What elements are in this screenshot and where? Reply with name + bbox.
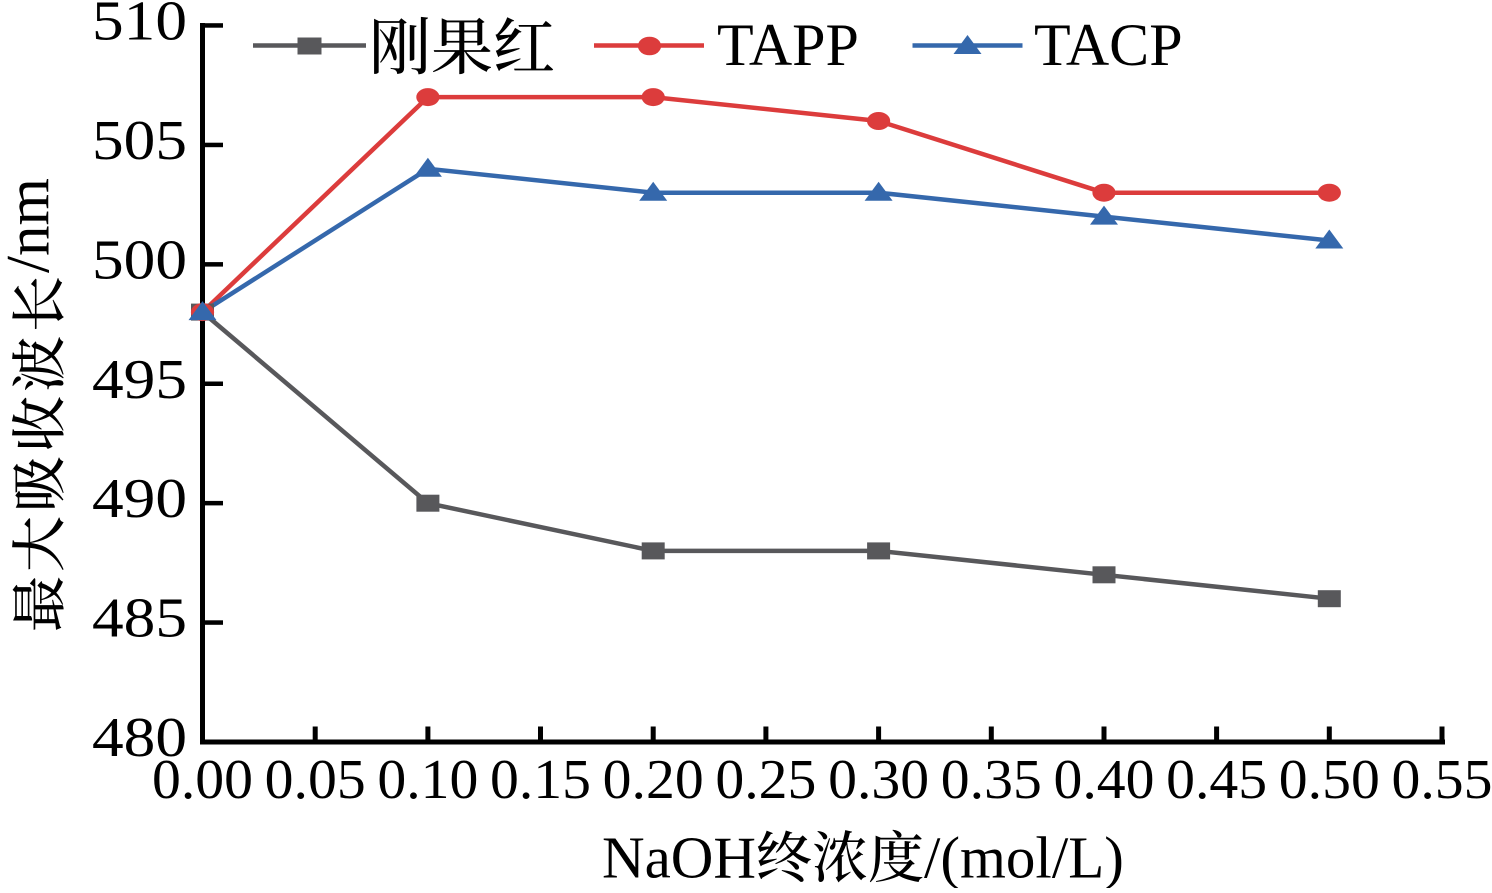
svg-text:505: 505	[92, 110, 187, 172]
svg-text:0.55: 0.55	[1392, 749, 1492, 811]
svg-text:0.25: 0.25	[715, 749, 816, 811]
svg-text:0.05: 0.05	[265, 749, 366, 811]
svg-text:0.30: 0.30	[828, 749, 929, 811]
svg-text:/nm: /nm	[0, 178, 63, 273]
svg-text:485: 485	[92, 588, 187, 650]
svg-text:0.10: 0.10	[377, 749, 478, 811]
svg-text:0.50: 0.50	[1279, 749, 1380, 811]
svg-text:500: 500	[92, 229, 187, 291]
svg-text:0.35: 0.35	[941, 749, 1042, 811]
svg-text:/(mol/L): /(mol/L)	[924, 825, 1124, 889]
svg-text:TAPP: TAPP	[717, 12, 859, 78]
svg-text:0.45: 0.45	[1166, 749, 1267, 811]
svg-text:0.20: 0.20	[603, 749, 704, 811]
svg-text:490: 490	[92, 468, 187, 530]
svg-text:510: 510	[92, 0, 187, 53]
svg-text:TACP: TACP	[1034, 12, 1183, 78]
svg-text:0.00: 0.00	[152, 749, 253, 811]
svg-text:0.15: 0.15	[490, 749, 591, 811]
svg-text:0.40: 0.40	[1054, 749, 1155, 811]
svg-text:495: 495	[92, 349, 187, 411]
svg-text:NaOH: NaOH	[602, 825, 756, 889]
